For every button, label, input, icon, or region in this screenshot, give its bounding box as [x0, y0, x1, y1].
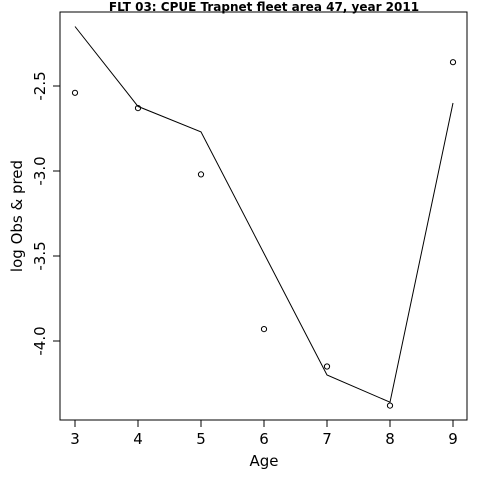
- x-tick-label: 6: [259, 430, 269, 448]
- x-tick-label: 7: [322, 430, 332, 448]
- x-tick-label: 4: [133, 430, 143, 448]
- observed-point: [71, 89, 79, 96]
- y-tick-label: -3.5: [31, 241, 49, 270]
- y-tick-label: -2.5: [31, 71, 49, 100]
- observed-point: [197, 171, 205, 178]
- x-tick-label: 8: [385, 430, 395, 448]
- observed-point: [260, 326, 268, 333]
- observed-series: [71, 59, 457, 409]
- x-tick-label: 9: [448, 430, 458, 448]
- y-tick-label: -4.0: [31, 326, 49, 355]
- x-axis-label: Age: [249, 452, 278, 470]
- y-axis: -4.0 -3.5 -3.0 -2.5: [31, 71, 61, 356]
- observed-point: [323, 363, 331, 370]
- predicted-series: [74, 26, 454, 403]
- predicted-line: [74, 26, 454, 403]
- observed-point: [386, 402, 394, 409]
- y-axis-label: log Obs & pred: [8, 160, 26, 272]
- x-tick-label: 3: [70, 430, 80, 448]
- x-tick-label: 5: [196, 430, 206, 448]
- y-tick-label: -3.0: [31, 156, 49, 185]
- observed-point: [449, 59, 457, 66]
- observed-point: [134, 105, 142, 112]
- x-axis: 3 4 5 6 7 8 9: [70, 419, 458, 448]
- chart-title: FLT 03: CPUE Trapnet fleet area 47, year…: [109, 0, 419, 14]
